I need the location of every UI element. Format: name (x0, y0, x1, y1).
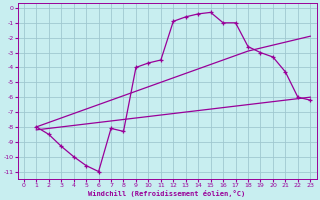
X-axis label: Windchill (Refroidissement éolien,°C): Windchill (Refroidissement éolien,°C) (88, 190, 246, 197)
